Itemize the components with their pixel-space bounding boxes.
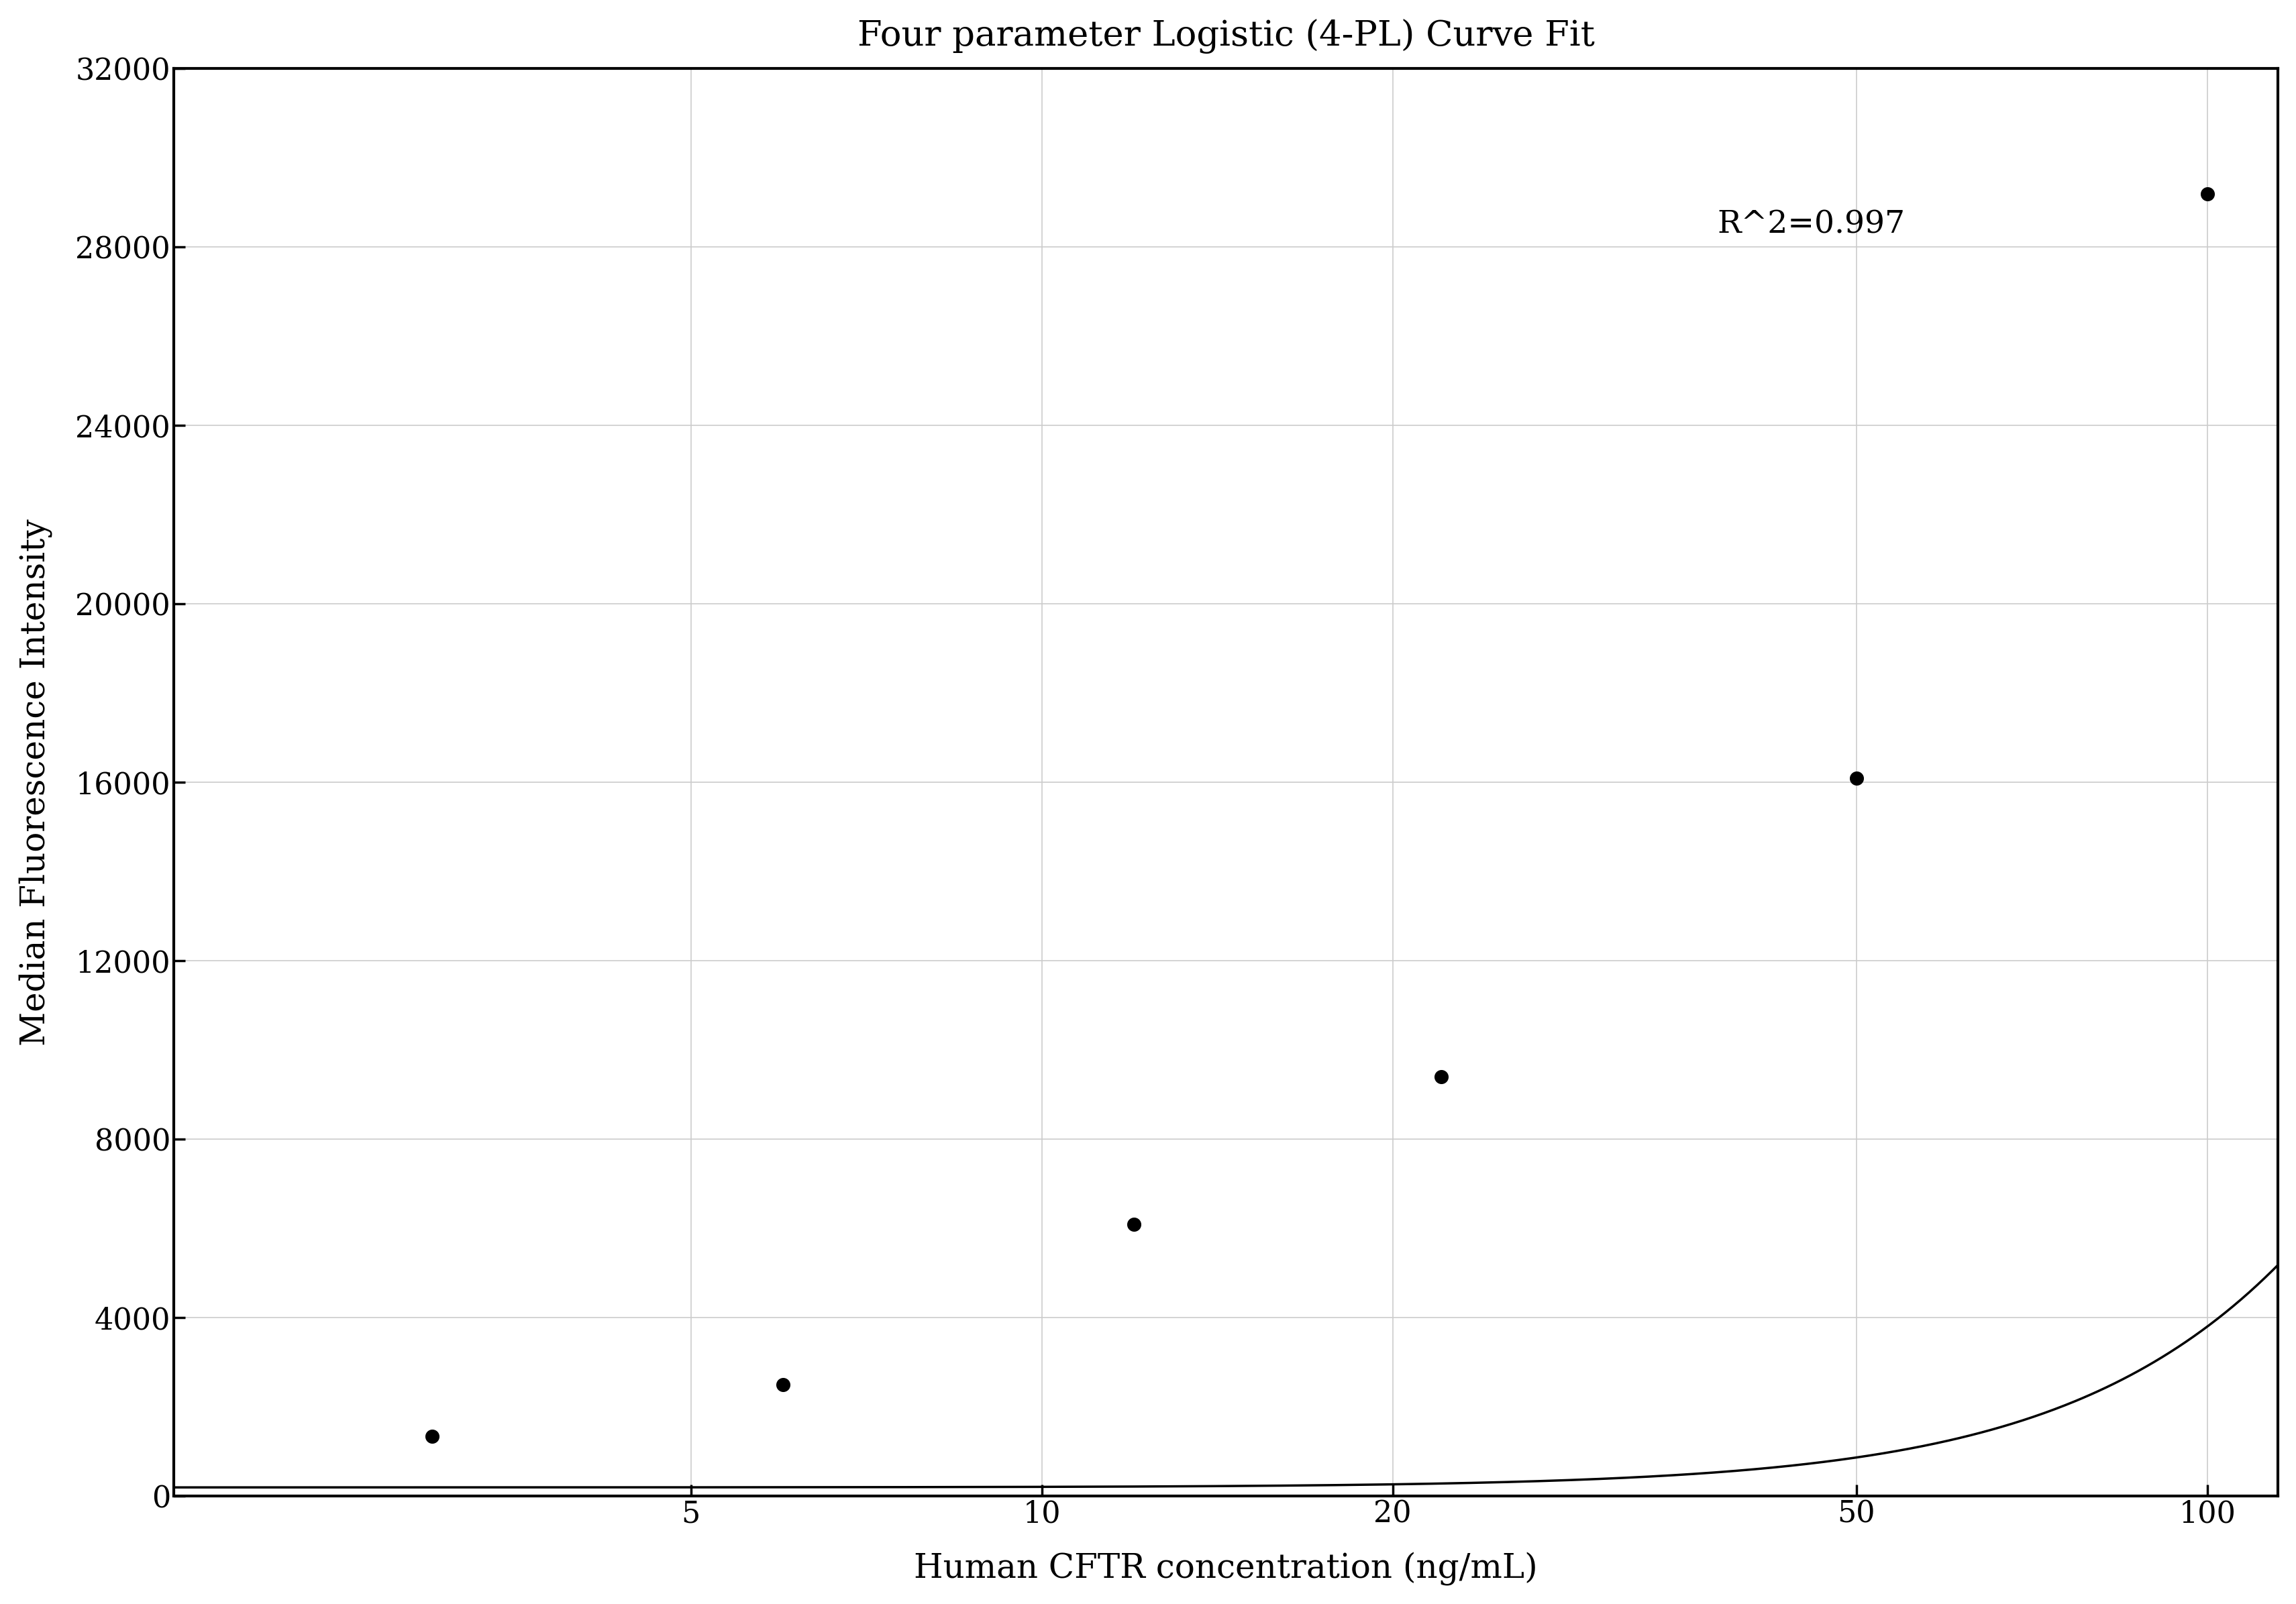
- Y-axis label: Median Fluorescence Intensity: Median Fluorescence Intensity: [18, 520, 53, 1046]
- Point: [1837, 765, 1874, 791]
- Point: [1116, 1211, 1153, 1237]
- X-axis label: Human CFTR concentration (ng/mL): Human CFTR concentration (ng/mL): [914, 1551, 1538, 1585]
- Title: Four parameter Logistic (4-PL) Curve Fit: Four parameter Logistic (4-PL) Curve Fit: [856, 19, 1593, 53]
- Point: [2188, 181, 2225, 207]
- Text: R^2=0.997: R^2=0.997: [1717, 210, 1906, 241]
- Point: [413, 1423, 450, 1448]
- Point: [765, 1371, 801, 1397]
- Point: [1421, 1063, 1458, 1089]
